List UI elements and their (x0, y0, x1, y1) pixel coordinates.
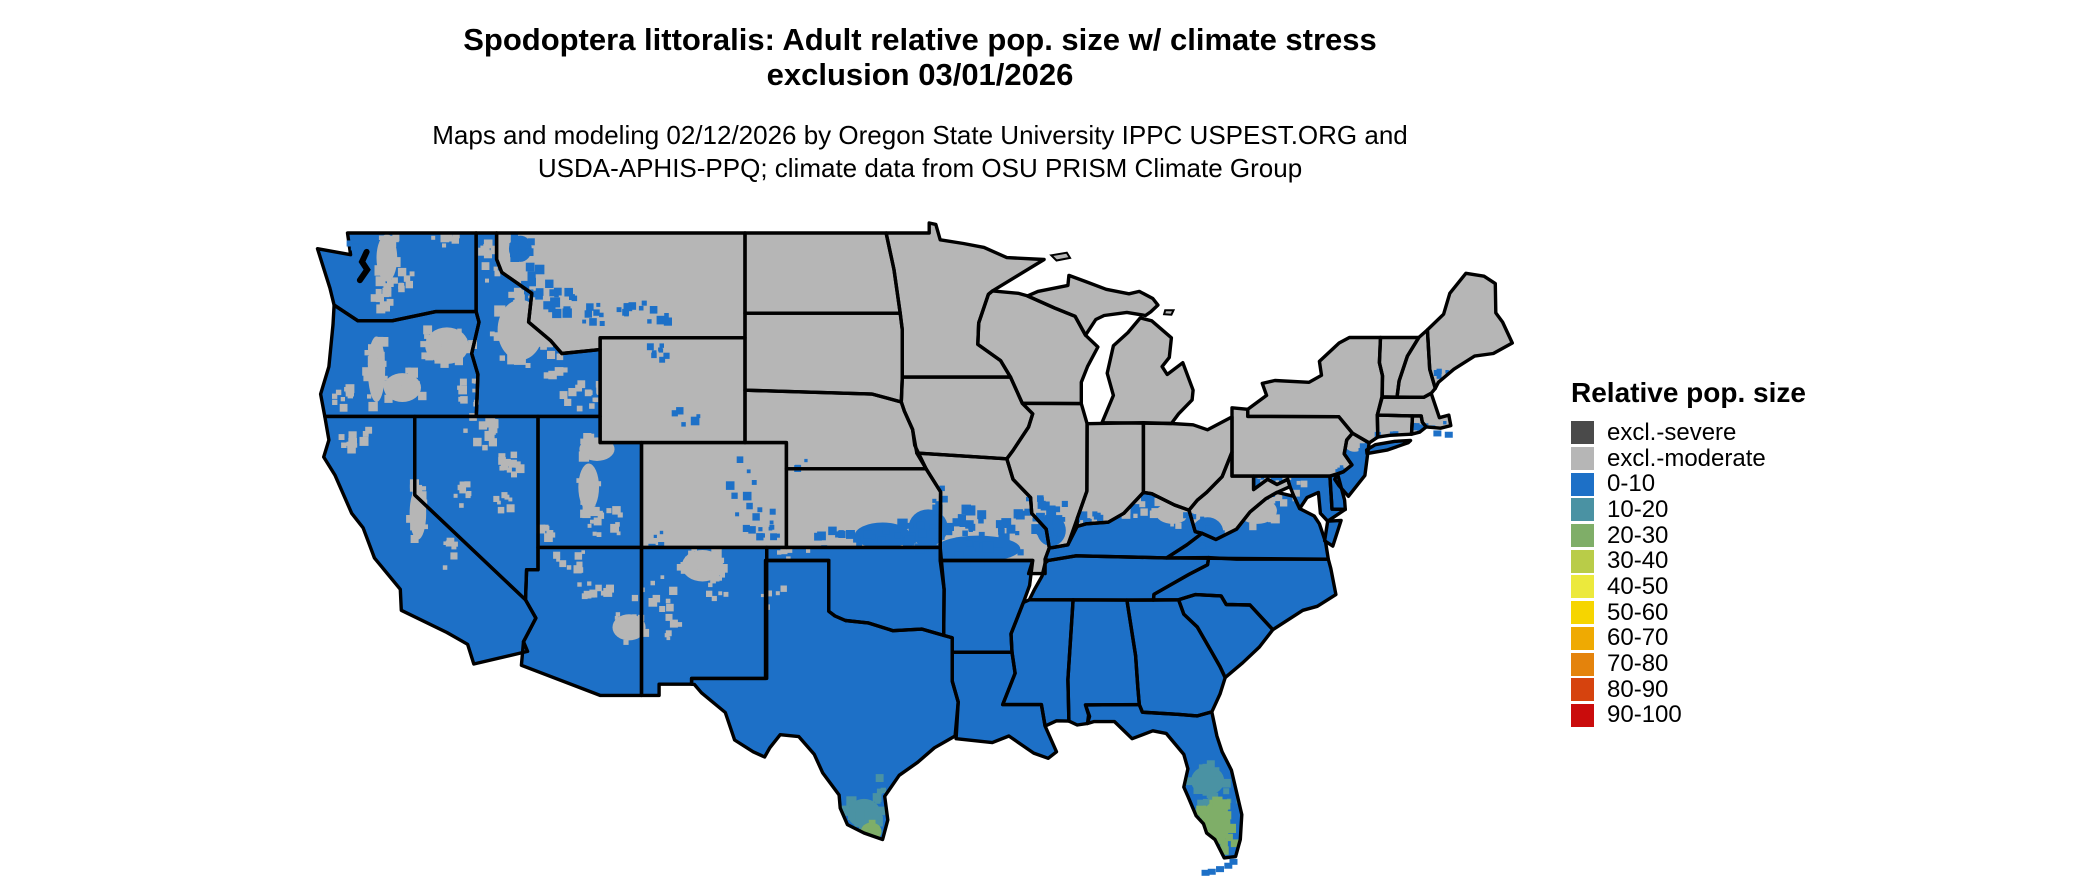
legend-label: 10-20 (1607, 495, 1669, 523)
legend-item-excl.-severe: excl.-severe (1571, 418, 1806, 446)
state-minnesota (886, 223, 1045, 378)
legend-label: 0-10 (1607, 470, 1656, 498)
state-michigan (1102, 317, 1194, 424)
figure-title-line2: exclusion 03/01/2026 (766, 57, 1074, 92)
state-arkansas (940, 560, 1033, 653)
state-nebraska (745, 390, 927, 469)
islands (346, 237, 1453, 876)
state-virginia (1324, 520, 1342, 547)
state-north-carolina (1153, 557, 1336, 630)
state-tennessee (1029, 555, 1209, 601)
legend-item-80-90: 80-90 (1571, 675, 1806, 703)
legend-swatch (1571, 472, 1594, 496)
state-arizona (521, 547, 642, 696)
figure-subtitle-line2: USDA-APHIS-PPQ; climate data from OSU PR… (537, 153, 1303, 183)
state-illinois (1006, 403, 1088, 548)
legend-swatch (1571, 703, 1594, 727)
legend-label: 70-80 (1607, 650, 1669, 678)
legend-swatch (1571, 575, 1594, 599)
legend-swatch (1571, 498, 1594, 522)
legend-label: 40-50 (1607, 572, 1669, 600)
state-georgia (1126, 599, 1226, 716)
legend-label: excl.-severe (1607, 418, 1737, 446)
figure-title: Spodoptera littoralis: Adult relative po… (0, 22, 1840, 92)
legend-item-70-80: 70-80 (1571, 650, 1806, 678)
state-iowa (901, 377, 1033, 459)
state-wyoming (600, 337, 745, 443)
state-new-hampshire (1397, 329, 1436, 398)
legend-item-90-100: 90-100 (1571, 701, 1806, 729)
state-montana (496, 233, 745, 354)
state-idaho (471, 233, 601, 417)
state-indiana (1077, 422, 1144, 527)
legend-swatch (1571, 524, 1594, 548)
legend-swatch (1571, 447, 1594, 471)
legend-label: 30-40 (1607, 547, 1669, 575)
legend-swatch (1571, 601, 1594, 625)
state-west-virginia (1189, 452, 1290, 540)
state-pennsylvania (1232, 407, 1353, 477)
legend-items: excl.-severe excl.-moderate 0-10 10-20 20-30… (1571, 418, 1806, 729)
legend-title: Relative pop. size (1571, 377, 1806, 408)
legend-label: 80-90 (1607, 675, 1669, 703)
state-wisconsin (977, 290, 1098, 404)
legend-label: 50-60 (1607, 598, 1669, 626)
legend-item-50-60: 50-60 (1571, 598, 1806, 626)
legend-item-excl.-moderate: excl.-moderate (1571, 444, 1806, 472)
legend-item-40-50: 40-50 (1571, 572, 1806, 600)
legend-label: 90-100 (1607, 701, 1682, 729)
state-washington (317, 233, 477, 321)
state-north-dakota (745, 233, 901, 314)
legend: Relative pop. size excl.-severe excl.-mod… (1571, 377, 1806, 728)
legend-label: 60-70 (1607, 624, 1669, 652)
state-south-carolina (1178, 594, 1273, 678)
state-new-mexico (641, 547, 767, 696)
state-michigan (1027, 275, 1158, 336)
figure-subtitle: Maps and modeling 02/12/2026 by Oregon S… (0, 119, 1840, 185)
state-alabama (1067, 599, 1140, 725)
state-colorado (641, 442, 787, 548)
state-south-dakota (745, 313, 903, 402)
state-connecticut (1377, 415, 1413, 438)
figure-title-line1: Spodoptera littoralis: Adult relative po… (463, 22, 1377, 57)
state-delaware (1329, 474, 1346, 510)
state-oklahoma (766, 547, 945, 636)
state-california (323, 416, 536, 664)
puget-sound-inlet (356, 248, 371, 284)
legend-label: 20-30 (1607, 521, 1669, 549)
legend-swatch (1571, 652, 1594, 676)
legend-item-60-70: 60-70 (1571, 624, 1806, 652)
legend-swatch (1571, 549, 1594, 573)
legend-swatch (1571, 626, 1594, 650)
figure-subtitle-line1: Maps and modeling 02/12/2026 by Oregon S… (432, 120, 1408, 150)
state-borders (315, 221, 1514, 860)
legend-item-20-30: 20-30 (1571, 521, 1806, 549)
legend-swatch (1571, 678, 1594, 702)
legend-item-0-10: 0-10 (1571, 470, 1806, 498)
legend-item-10-20: 10-20 (1571, 495, 1806, 523)
state-mississippi (1002, 599, 1074, 727)
legend-label: excl.-moderate (1607, 444, 1766, 472)
legend-swatch (1571, 421, 1594, 445)
legend-item-30-40: 30-40 (1571, 547, 1806, 575)
state-maryland (1253, 476, 1346, 522)
climate-detail-patches (332, 227, 1453, 855)
state-new-york (1247, 337, 1383, 443)
